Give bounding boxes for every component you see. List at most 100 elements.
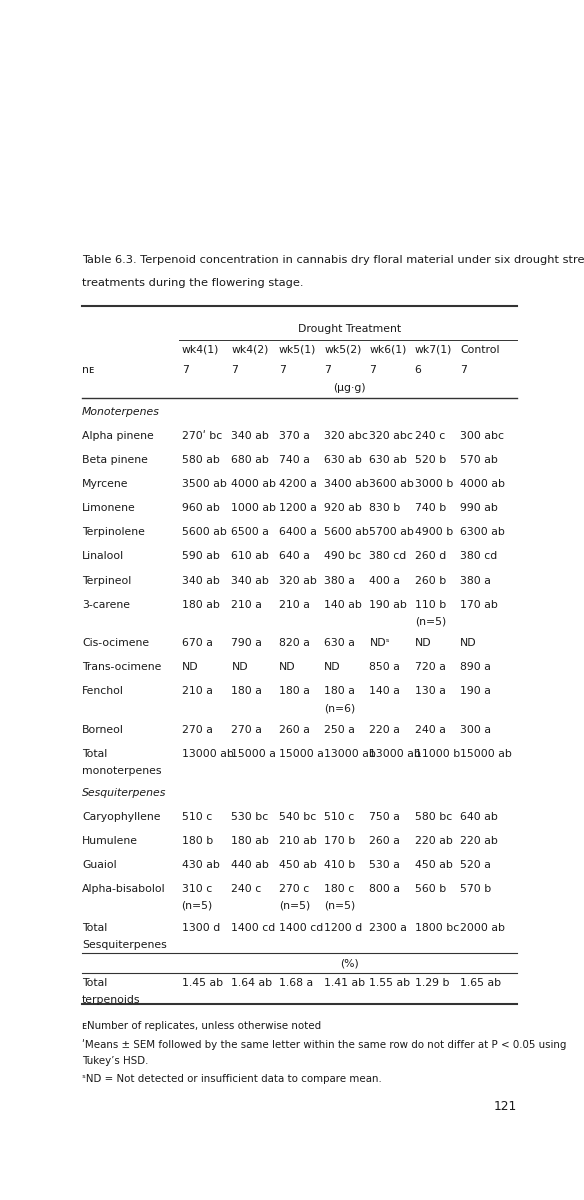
Text: 180 a: 180 a xyxy=(324,686,355,696)
Text: ND: ND xyxy=(279,662,296,672)
Text: Caryophyllene: Caryophyllene xyxy=(82,812,161,822)
Text: 590 ab: 590 ab xyxy=(182,552,220,562)
Text: 1200 a: 1200 a xyxy=(279,504,317,514)
Text: 1.29 b: 1.29 b xyxy=(415,978,449,989)
Text: 920 ab: 920 ab xyxy=(324,504,362,514)
Text: 6: 6 xyxy=(415,365,422,374)
Text: 300 a: 300 a xyxy=(460,725,491,736)
Text: 4900 b: 4900 b xyxy=(415,528,453,538)
Text: 580 bc: 580 bc xyxy=(415,812,452,822)
Text: 380 cd: 380 cd xyxy=(370,552,406,562)
Text: 960 ab: 960 ab xyxy=(182,504,220,514)
Text: ND: ND xyxy=(182,662,198,672)
Text: 1000 ab: 1000 ab xyxy=(231,504,276,514)
Text: 450 ab: 450 ab xyxy=(415,860,453,870)
Text: 1.45 ab: 1.45 ab xyxy=(182,978,223,989)
Text: 210 ab: 210 ab xyxy=(279,836,317,846)
Text: ND: ND xyxy=(415,638,432,648)
Text: 240 c: 240 c xyxy=(415,431,445,442)
Text: 670 a: 670 a xyxy=(182,638,213,648)
Text: Limonene: Limonene xyxy=(82,504,136,514)
Text: 300 abc: 300 abc xyxy=(460,431,504,442)
Text: 790 a: 790 a xyxy=(231,638,262,648)
Text: (n=5): (n=5) xyxy=(279,901,310,911)
Text: 320 abc: 320 abc xyxy=(324,431,368,442)
Text: 320 ab: 320 ab xyxy=(279,576,317,586)
Text: ND: ND xyxy=(231,662,248,672)
Text: 580 ab: 580 ab xyxy=(182,455,220,466)
Text: 510 c: 510 c xyxy=(324,812,354,822)
Text: ʹMeans ± SEM followed by the same letter within the same row do not differ at P : ʹMeans ± SEM followed by the same letter… xyxy=(82,1039,566,1050)
Text: Tukey’s HSD.: Tukey’s HSD. xyxy=(82,1056,148,1066)
Text: 3000 b: 3000 b xyxy=(415,480,453,490)
Text: Fenchol: Fenchol xyxy=(82,686,124,696)
Text: 630 a: 630 a xyxy=(324,638,355,648)
Text: 430 ab: 430 ab xyxy=(182,860,220,870)
Text: 320 abc: 320 abc xyxy=(370,431,413,442)
Text: 6400 a: 6400 a xyxy=(279,528,317,538)
Text: 1800 bc: 1800 bc xyxy=(415,923,459,932)
Text: 1400 cd: 1400 cd xyxy=(231,923,276,932)
Text: 7: 7 xyxy=(324,365,331,374)
Text: Drought Treatment: Drought Treatment xyxy=(297,324,401,334)
Text: 180 c: 180 c xyxy=(324,884,354,894)
Text: 1.65 ab: 1.65 ab xyxy=(460,978,501,989)
Text: ND: ND xyxy=(324,662,341,672)
Text: Total: Total xyxy=(82,923,107,932)
Text: 270 a: 270 a xyxy=(182,725,213,736)
Text: 210 a: 210 a xyxy=(182,686,213,696)
Text: Alpha pinene: Alpha pinene xyxy=(82,431,154,442)
Text: 740 a: 740 a xyxy=(279,455,310,466)
Text: wk7(1): wk7(1) xyxy=(415,344,452,354)
Text: 990 ab: 990 ab xyxy=(460,504,498,514)
Text: 15000 a: 15000 a xyxy=(231,749,276,760)
Text: 1.68 a: 1.68 a xyxy=(279,978,313,989)
Text: 740 b: 740 b xyxy=(415,504,446,514)
Text: Alpha-bisabolol: Alpha-bisabolol xyxy=(82,884,166,894)
Text: 5600 ab: 5600 ab xyxy=(324,528,369,538)
Text: 1200 d: 1200 d xyxy=(324,923,363,932)
Text: 11000 b: 11000 b xyxy=(415,749,460,760)
Text: 270 a: 270 a xyxy=(231,725,262,736)
Text: Cis-ocimene: Cis-ocimene xyxy=(82,638,149,648)
Text: 3400 ab: 3400 ab xyxy=(324,480,369,490)
Text: 1.41 ab: 1.41 ab xyxy=(324,978,366,989)
Text: 530 a: 530 a xyxy=(370,860,400,870)
Text: ᴇNumber of replicates, unless otherwise noted: ᴇNumber of replicates, unless otherwise … xyxy=(82,1021,321,1031)
Text: 110 b: 110 b xyxy=(415,600,446,610)
Text: 820 a: 820 a xyxy=(279,638,310,648)
Text: 220 ab: 220 ab xyxy=(415,836,453,846)
Text: ND: ND xyxy=(460,638,477,648)
Text: 190 ab: 190 ab xyxy=(370,600,407,610)
Text: 15000 ab: 15000 ab xyxy=(460,749,512,760)
Text: Control: Control xyxy=(460,344,499,354)
Text: 180 ab: 180 ab xyxy=(182,600,220,610)
Text: 210 a: 210 a xyxy=(231,600,262,610)
Text: Sesquiterpenes: Sesquiterpenes xyxy=(82,940,167,949)
Text: 5600 ab: 5600 ab xyxy=(182,528,227,538)
Text: 7: 7 xyxy=(460,365,467,374)
Text: 270ʹ bc: 270ʹ bc xyxy=(182,431,222,442)
Text: monoterpenes: monoterpenes xyxy=(82,766,162,776)
Text: 260 a: 260 a xyxy=(370,836,400,846)
Text: 540 bc: 540 bc xyxy=(279,812,316,822)
Text: wk6(1): wk6(1) xyxy=(370,344,407,354)
Text: nᴇ: nᴇ xyxy=(82,365,94,374)
Text: 380 a: 380 a xyxy=(460,576,491,586)
Text: 340 ab: 340 ab xyxy=(182,576,220,586)
Text: 220 ab: 220 ab xyxy=(460,836,498,846)
Text: (%): (%) xyxy=(340,958,359,968)
Text: Humulene: Humulene xyxy=(82,836,138,846)
Text: ˢND = Not detected or insufficient data to compare mean.: ˢND = Not detected or insufficient data … xyxy=(82,1074,382,1085)
Text: 270 c: 270 c xyxy=(279,884,309,894)
Text: 7: 7 xyxy=(231,365,238,374)
Text: 3-carene: 3-carene xyxy=(82,600,130,610)
Text: 610 ab: 610 ab xyxy=(231,552,269,562)
Text: 4000 ab: 4000 ab xyxy=(231,480,276,490)
Text: 340 ab: 340 ab xyxy=(231,431,269,442)
Text: 520 b: 520 b xyxy=(415,455,446,466)
Text: 630 ab: 630 ab xyxy=(370,455,407,466)
Text: 640 a: 640 a xyxy=(279,552,310,562)
Text: 6300 ab: 6300 ab xyxy=(460,528,505,538)
Text: Total: Total xyxy=(82,749,107,760)
